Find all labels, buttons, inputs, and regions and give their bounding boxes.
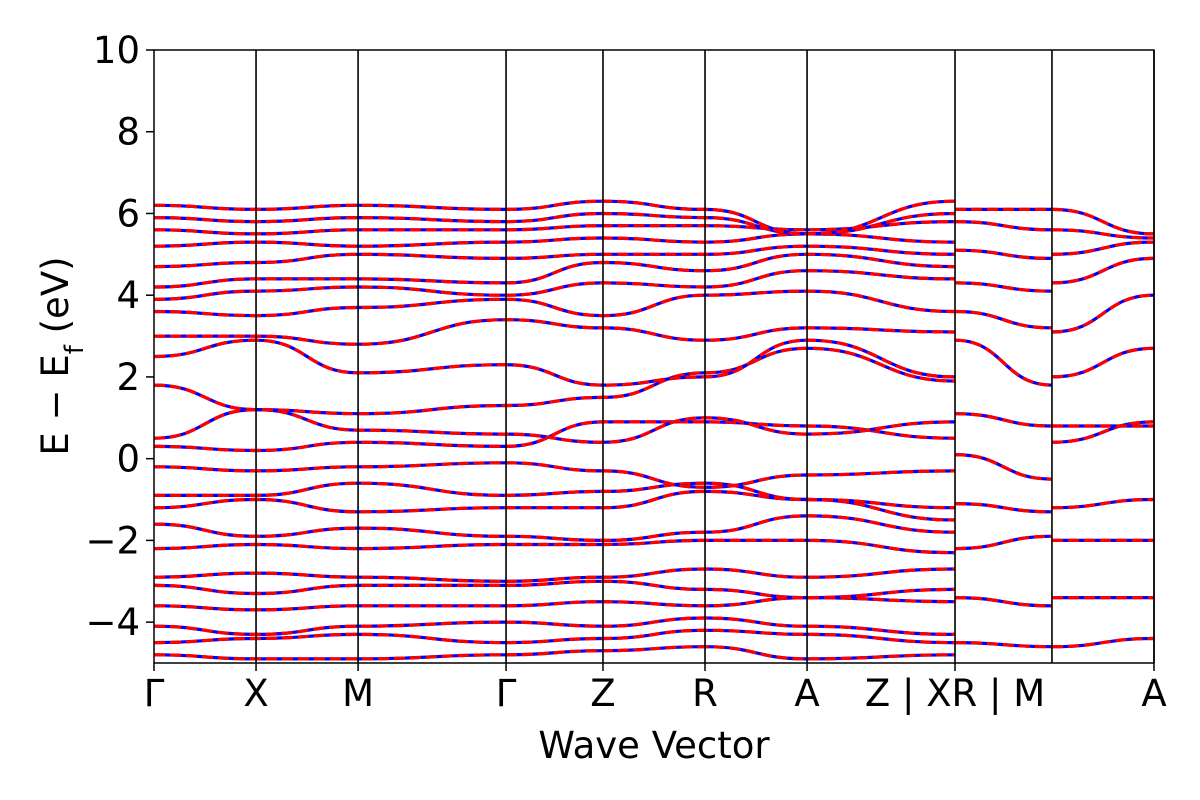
y-tick-label: 0 — [116, 438, 140, 481]
band-line-spin-down — [954, 309, 1053, 330]
band-line-spin-down — [154, 645, 956, 661]
plot-frame — [153, 49, 1155, 664]
y-tick-label: 2 — [116, 356, 140, 399]
band-line-spin-down — [954, 534, 1053, 551]
y-tick-label: −2 — [85, 519, 140, 562]
bands-layer — [154, 199, 1154, 661]
band-line-spin-down — [154, 220, 956, 236]
y-tick-label: 8 — [116, 111, 140, 154]
band-line-spin-down — [954, 281, 1053, 293]
x-tick-label: Z — [590, 672, 615, 715]
x-tick-label: A — [1141, 672, 1166, 715]
kpoint-dividers — [255, 50, 1155, 663]
x-tick-label: Γ — [496, 672, 517, 715]
y-tick-label: 4 — [116, 274, 140, 317]
band-line-spin-down — [154, 628, 956, 645]
band-line-spin-up — [154, 338, 956, 387]
y-axis-title-unit: (eV) — [34, 256, 77, 345]
band-line-spin-up — [154, 289, 956, 318]
y-tick-label: −4 — [85, 601, 140, 644]
band-line-spin-down — [154, 481, 956, 510]
band-line-spin-down — [1051, 256, 1154, 285]
band-line-spin-down — [954, 338, 1053, 387]
x-tick-label: Γ — [144, 672, 165, 715]
x-tick-label: A — [794, 672, 819, 715]
band-line-spin-down — [1051, 293, 1154, 334]
band-line-spin-down — [954, 502, 1053, 514]
band-line-spin-down — [154, 244, 956, 269]
band-line-spin-down — [954, 641, 1053, 649]
band-line-spin-down — [154, 616, 956, 637]
x-axis-title: Wave Vector — [538, 724, 770, 767]
x-tick-label: Z | XR | M — [865, 672, 1045, 715]
band-line-spin-down — [154, 338, 956, 387]
band-line-spin-down — [954, 248, 1053, 260]
band-line-spin-down — [1051, 497, 1154, 510]
y-axis-title: E − Ef (eV) — [34, 256, 90, 455]
band-line-spin-down — [154, 232, 956, 248]
band-line-spin-down — [154, 211, 956, 236]
band-line-spin-down — [1051, 207, 1154, 236]
band-line-spin-down — [154, 289, 956, 318]
band-line-spin-down — [154, 567, 956, 583]
band-line-spin-down — [954, 453, 1053, 481]
band-line-spin-up — [154, 269, 956, 301]
y-axis-title-subscript: f — [60, 344, 90, 354]
band-line-spin-down — [954, 220, 1053, 232]
band-line-spin-down — [154, 579, 956, 600]
band-line-spin-up — [154, 420, 956, 453]
band-line-spin-down — [154, 269, 956, 301]
band-line-spin-down — [154, 346, 956, 416]
x-tick-label: X — [243, 672, 268, 715]
band-line-spin-down — [1051, 240, 1154, 256]
band-line-spin-down — [154, 514, 956, 543]
band-line-spin-down — [1051, 228, 1154, 240]
y-tick-label: 6 — [116, 192, 140, 235]
band-line-spin-down — [954, 412, 1053, 428]
x-tick-label: M — [342, 672, 374, 715]
y-tick-label: 10 — [93, 29, 140, 72]
band-line-spin-down — [154, 595, 956, 612]
band-line-spin-up — [154, 346, 956, 416]
x-tick-label: R — [692, 672, 718, 715]
band-line-spin-down — [954, 596, 1053, 608]
band-line-spin-down — [154, 538, 956, 555]
y-axis-title-main: E − E — [34, 354, 77, 455]
band-line-spin-down — [1051, 346, 1154, 379]
band-line-spin-down — [1051, 636, 1154, 649]
band-line-spin-down — [1051, 420, 1154, 444]
x-axis: Γ X M Γ Z R A Z | XR | M A — [144, 663, 1167, 715]
y-axis: −4 −2 0 2 4 6 8 10 — [85, 29, 154, 644]
